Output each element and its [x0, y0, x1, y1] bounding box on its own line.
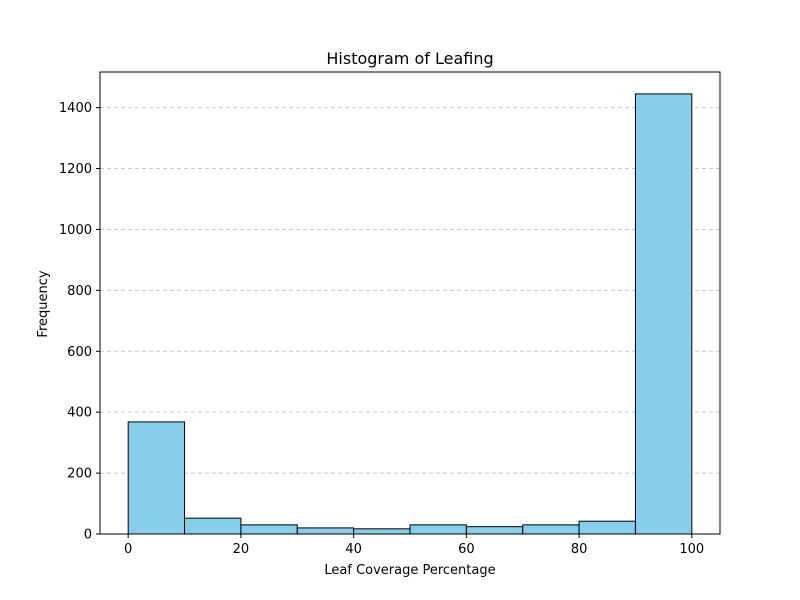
x-tick-label: 100: [679, 542, 704, 557]
y-tick-label: 400: [67, 406, 92, 421]
histogram-bar: [634, 93, 693, 535]
gridlines: [100, 107, 720, 474]
histogram-bar: [465, 526, 524, 535]
histogram-bar: [240, 524, 298, 535]
y-tick-label: 0: [84, 528, 92, 543]
x-tick-label: 40: [345, 542, 362, 557]
x-tick-label: 80: [571, 542, 588, 557]
y-tick-label: 800: [67, 284, 92, 299]
histogram-bar: [353, 528, 411, 535]
x-tick-label: 0: [124, 542, 132, 557]
histogram-bar: [578, 520, 636, 535]
histogram-bar: [409, 524, 467, 535]
x-tick-label: 60: [458, 542, 475, 557]
x-tick-label: 20: [233, 542, 250, 557]
y-axis-label: Frequency: [36, 270, 51, 337]
bars: [127, 93, 693, 535]
y-axis-ticks: 0 200 400 600 800 1000 1200 1400: [59, 101, 100, 543]
chart-title: Histogram of Leafing: [326, 49, 493, 68]
histogram-bar: [184, 517, 242, 535]
histogram-bar: [522, 524, 580, 535]
y-tick-label: 1200: [59, 162, 92, 177]
y-tick-label: 1400: [59, 101, 92, 116]
histogram-bar: [127, 421, 186, 535]
histogram-bar: [296, 527, 355, 535]
x-axis-label: Leaf Coverage Percentage: [324, 563, 495, 578]
y-tick-label: 600: [67, 345, 92, 360]
y-tick-label: 1000: [59, 223, 92, 238]
y-tick-label: 200: [67, 467, 92, 482]
plot-frame: [99, 71, 721, 535]
x-axis-ticks: 0 20 40 60 80 100: [124, 534, 704, 557]
